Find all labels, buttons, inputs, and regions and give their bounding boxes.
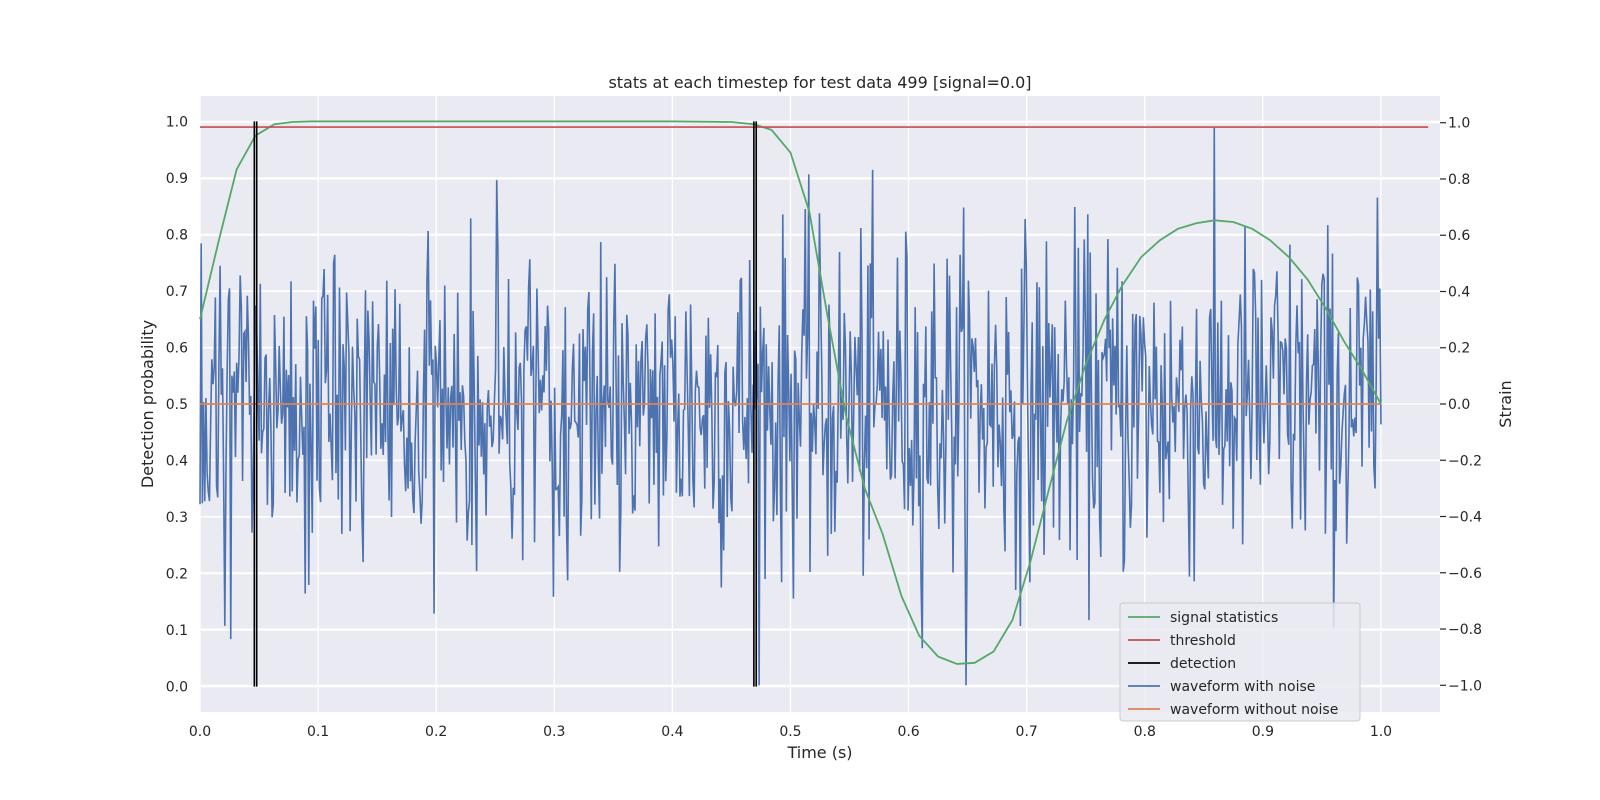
x-tick-label: 0.8 bbox=[1134, 724, 1156, 740]
y-tick-label: 0.0 bbox=[166, 680, 188, 696]
x-tick-labels: 0.0 0.1 0.2 0.3 0.4 0.5 0.6 0.7 0.8 0.9 1.0 bbox=[189, 724, 1392, 740]
y-tick-label: 0.1 bbox=[166, 623, 188, 639]
y-tick-label: 0.7 bbox=[166, 284, 188, 300]
y-tick-label: 0.2 bbox=[166, 567, 188, 583]
y-tick-label: 0.6 bbox=[166, 340, 188, 356]
y-tick-label: 0.8 bbox=[166, 227, 188, 243]
y-tick-label: 0.9 bbox=[166, 171, 188, 187]
series-layer bbox=[199, 120, 1429, 687]
y2-tick-label: −0.4 bbox=[1448, 510, 1482, 526]
x-tick-label: 0.6 bbox=[897, 724, 919, 740]
x-tick-label: 0.4 bbox=[661, 724, 683, 740]
y2-tick-label: −0.2 bbox=[1448, 453, 1482, 469]
y2-tick-label: −0.8 bbox=[1448, 622, 1482, 638]
x-tick-label: 0.3 bbox=[543, 724, 565, 740]
x-tick-label: 0.1 bbox=[307, 724, 329, 740]
y2-tick-label: 0.0 bbox=[1448, 397, 1470, 413]
legend-label-signal-statistics: signal statistics bbox=[1170, 610, 1278, 626]
x-tick-label: 0.9 bbox=[1252, 724, 1274, 740]
y2-tick-labels: −1.0 −0.8 −0.6 −0.4 −0.2 0.0 0.2 0.4 0.6 0.8 1.0 bbox=[1440, 116, 1482, 694]
y2-tick-label: −0.6 bbox=[1448, 566, 1482, 582]
legend: signal statistics threshold detection wa… bbox=[1119, 602, 1361, 722]
x-tick-label: 0.0 bbox=[189, 724, 211, 740]
series-signal-statistics bbox=[199, 120, 1382, 665]
x-tick-label: 0.5 bbox=[779, 724, 801, 740]
y2-tick-label: −1.0 bbox=[1448, 678, 1482, 694]
series-waveform-with-noise bbox=[199, 127, 1382, 686]
y-axis-label: Detection probability bbox=[138, 320, 157, 488]
y-tick-label: 0.3 bbox=[166, 510, 188, 526]
legend-label-detection: detection bbox=[1170, 656, 1236, 672]
legend-label-threshold: threshold bbox=[1170, 633, 1236, 649]
x-tick-label: 0.2 bbox=[425, 724, 447, 740]
y2-axis-label: Strain bbox=[1496, 380, 1515, 427]
legend-label-waveform-with-noise: waveform with noise bbox=[1170, 679, 1315, 695]
x-tick-label: 1.0 bbox=[1370, 724, 1392, 740]
legend-box bbox=[1119, 602, 1361, 722]
y-tick-label: 0.4 bbox=[166, 454, 188, 470]
x-axis-label: Time (s) bbox=[786, 743, 852, 762]
x-tick-label: 0.7 bbox=[1016, 724, 1038, 740]
y2-tick-label: 0.6 bbox=[1448, 228, 1470, 244]
y2-tick-label: 0.2 bbox=[1448, 341, 1470, 357]
y2-tick-label: 1.0 bbox=[1448, 116, 1470, 132]
y2-tick-label: 0.8 bbox=[1448, 172, 1470, 188]
y-tick-label: 0.5 bbox=[166, 397, 188, 413]
y-tick-label: 1.0 bbox=[166, 114, 188, 130]
legend-label-waveform-without-noise: waveform without noise bbox=[1170, 702, 1338, 718]
y-tick-labels: 0.0 0.1 0.2 0.3 0.4 0.5 0.6 0.7 0.8 0.9 1.0 bbox=[166, 114, 188, 695]
chart-title: stats at each timestep for test data 499… bbox=[608, 73, 1031, 92]
y2-tick-label: 0.4 bbox=[1448, 284, 1470, 300]
